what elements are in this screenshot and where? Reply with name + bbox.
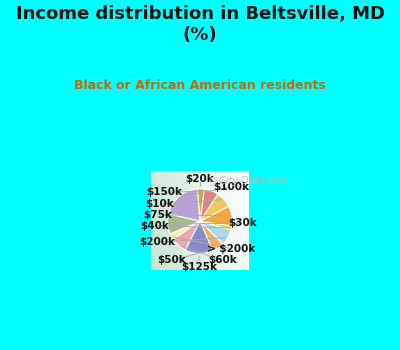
Text: ⓘ City-Data.com: ⓘ City-Data.com: [210, 176, 288, 186]
Text: $100k: $100k: [213, 182, 249, 192]
Text: $75k: $75k: [143, 210, 172, 220]
Text: $10k: $10k: [146, 199, 174, 209]
Wedge shape: [185, 221, 213, 253]
Wedge shape: [168, 189, 200, 221]
Text: > $200k: > $200k: [207, 244, 256, 254]
Text: $200k: $200k: [139, 237, 175, 247]
Wedge shape: [200, 206, 232, 226]
Text: $30k: $30k: [228, 218, 256, 228]
Wedge shape: [173, 221, 200, 250]
Text: $40k: $40k: [140, 220, 169, 231]
Text: $125k: $125k: [181, 262, 217, 272]
Wedge shape: [200, 194, 229, 221]
Wedge shape: [200, 221, 232, 230]
Text: $50k: $50k: [158, 256, 186, 265]
Wedge shape: [170, 221, 200, 239]
Text: Black or African American residents: Black or African American residents: [74, 79, 326, 92]
Wedge shape: [200, 189, 218, 221]
Text: $150k: $150k: [146, 187, 182, 197]
Wedge shape: [197, 189, 204, 221]
Wedge shape: [200, 221, 223, 251]
Text: Income distribution in Beltsville, MD
(%): Income distribution in Beltsville, MD (%…: [16, 5, 384, 44]
Text: $60k: $60k: [208, 256, 237, 265]
Text: $20k: $20k: [186, 174, 214, 184]
Wedge shape: [168, 214, 200, 234]
Wedge shape: [200, 221, 231, 244]
